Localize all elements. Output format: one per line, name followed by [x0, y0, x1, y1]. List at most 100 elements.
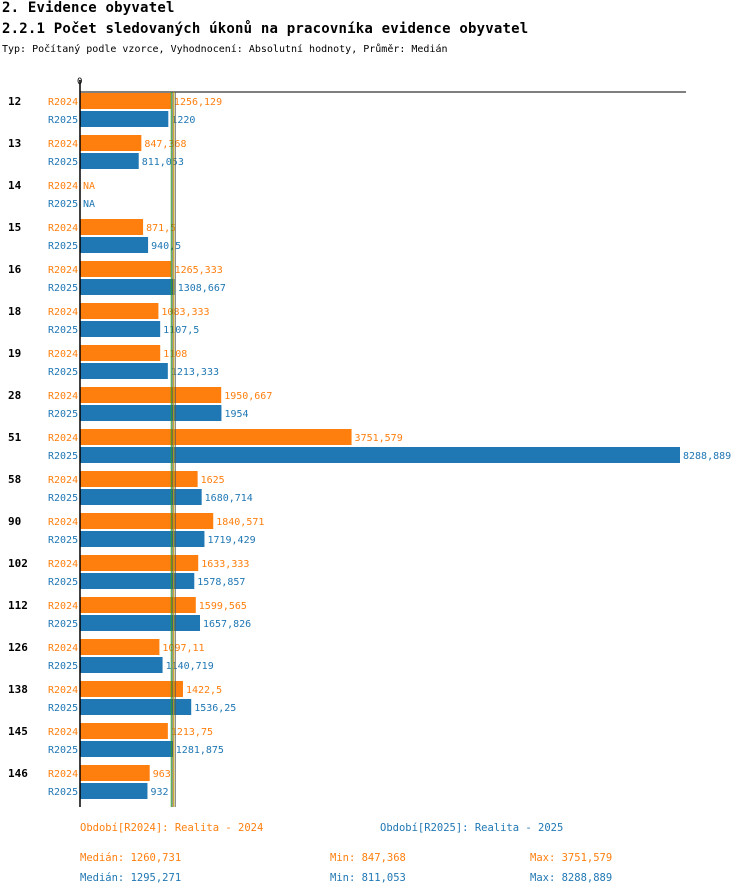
- bar-r2025: [80, 405, 222, 421]
- series-label: R2025: [48, 283, 78, 294]
- bar-r2025: [80, 783, 148, 799]
- data-label: 1213,333: [171, 367, 219, 378]
- data-label: 940,5: [151, 241, 181, 252]
- bar-r2025: [80, 321, 161, 337]
- bar-r2024: [80, 219, 144, 235]
- chart-title: 2.2.1 Počet sledovaných úkonů na pracovn…: [2, 21, 529, 37]
- series-label: R2024: [48, 181, 78, 192]
- data-label: 1599,565: [199, 601, 247, 612]
- category-label: 13: [8, 137, 21, 150]
- category-label: 58: [8, 473, 21, 486]
- series-label: R2025: [48, 325, 78, 336]
- legend-r2025: Období[R2025]: Realita - 2025: [380, 822, 564, 834]
- bar-r2025: [80, 657, 163, 673]
- bar-r2024: [80, 555, 199, 571]
- median-r2024: Medián: 1260,731: [80, 852, 182, 864]
- series-label: R2024: [48, 685, 78, 696]
- category-label: 28: [8, 389, 21, 402]
- min-r2025: Min: 811,053: [330, 872, 406, 884]
- bar-r2025: [80, 741, 173, 757]
- series-label: R2024: [48, 307, 78, 318]
- category-label: 145: [8, 725, 28, 738]
- data-label: 1657,826: [203, 619, 251, 630]
- series-label: R2025: [48, 241, 78, 252]
- series-label: R2024: [48, 475, 78, 486]
- chart-meta: Typ: Počítaný podle vzorce, Vyhodnocení:…: [2, 44, 448, 55]
- series-label: R2025: [48, 199, 78, 210]
- data-label: 1633,333: [201, 559, 249, 570]
- bar-r2025: [80, 699, 192, 715]
- series-label: R2025: [48, 535, 78, 546]
- category-label: 126: [8, 641, 28, 654]
- bar-r2024: [80, 345, 161, 361]
- series-label: R2025: [48, 157, 78, 168]
- data-label: 1422,5: [186, 685, 222, 696]
- series-label: R2024: [48, 265, 78, 276]
- bar-r2024: [80, 639, 160, 655]
- series-label: R2025: [48, 703, 78, 714]
- bar-r2025: [80, 447, 680, 463]
- series-label: R2025: [48, 493, 78, 504]
- category-label: 102: [8, 557, 28, 570]
- data-label: 1220: [171, 115, 195, 126]
- bar-r2024: [80, 135, 142, 151]
- data-label: 1265,333: [175, 265, 223, 276]
- series-label: R2025: [48, 115, 78, 126]
- series-label: R2024: [48, 139, 78, 150]
- bar-r2024: [80, 471, 198, 487]
- data-label: 811,053: [142, 157, 184, 168]
- category-label: 18: [8, 305, 21, 318]
- category-label: 112: [8, 599, 28, 612]
- median-r2025: Medián: 1295,271: [80, 872, 182, 884]
- series-label: R2024: [48, 769, 78, 780]
- series-label: R2024: [48, 433, 78, 444]
- bar-r2024: [80, 93, 171, 109]
- data-label: 1950,667: [224, 391, 272, 402]
- data-label: 847,368: [144, 139, 186, 150]
- series-label: R2024: [48, 643, 78, 654]
- bar-chart: 012R20241256,129R2025122013R2024847,368R…: [8, 77, 731, 807]
- bar-r2024: [80, 387, 222, 403]
- bar-r2024: [80, 429, 352, 445]
- series-label: R2025: [48, 619, 78, 630]
- bar-r2024: [80, 303, 159, 319]
- data-label: 932: [150, 787, 168, 798]
- min-r2024: Min: 847,368: [330, 852, 406, 864]
- data-label: 871,5: [146, 223, 176, 234]
- series-label: R2024: [48, 349, 78, 360]
- data-label: 1625: [201, 475, 225, 486]
- legend-r2024: Období[R2024]: Realita - 2024: [80, 822, 264, 834]
- bar-r2025: [80, 279, 175, 295]
- bar-r2025: [80, 489, 202, 505]
- data-label: 1308,667: [178, 283, 226, 294]
- data-label: 1840,571: [216, 517, 264, 528]
- bar-r2024: [80, 261, 172, 277]
- category-label: 12: [8, 95, 21, 108]
- data-label: NA: [83, 199, 95, 210]
- bar-r2024: [80, 681, 183, 697]
- data-label: 1719,429: [207, 535, 255, 546]
- series-label: R2024: [48, 727, 78, 738]
- bar-r2024: [80, 723, 168, 739]
- bar-r2024: [80, 765, 150, 781]
- data-label: 1107,5: [163, 325, 199, 336]
- category-label: 15: [8, 221, 21, 234]
- series-label: R2025: [48, 409, 78, 420]
- data-label: 1536,25: [194, 703, 236, 714]
- data-label: 963: [153, 769, 171, 780]
- category-label: 16: [8, 263, 22, 276]
- series-label: R2025: [48, 661, 78, 672]
- bar-r2024: [80, 513, 214, 529]
- data-label: 1083,333: [161, 307, 209, 318]
- max-r2025: Max: 8288,889: [530, 872, 613, 884]
- bar-r2025: [80, 111, 169, 127]
- page-heading: 2. Evidence obyvatel: [2, 0, 175, 16]
- data-label: 1281,875: [176, 745, 224, 756]
- category-label: 14: [8, 179, 22, 192]
- category-label: 90: [8, 515, 21, 528]
- bar-r2025: [80, 153, 139, 169]
- bar-r2025: [80, 615, 201, 631]
- bar-r2025: [80, 237, 149, 253]
- series-label: R2024: [48, 223, 78, 234]
- series-label: R2025: [48, 787, 78, 798]
